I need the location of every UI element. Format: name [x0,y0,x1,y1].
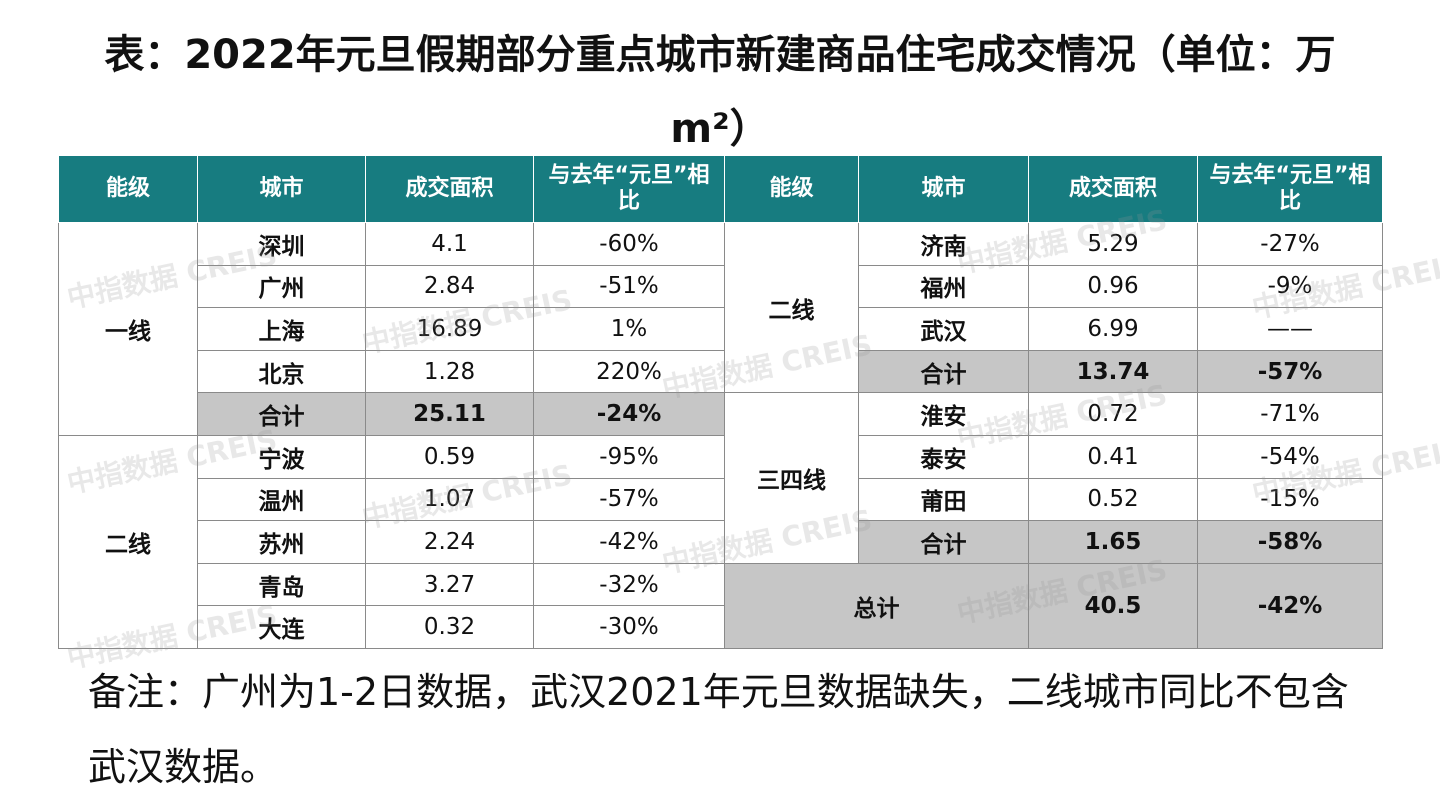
area-cell: 0.32 [365,605,534,649]
area-cell: 0.52 [1028,477,1198,522]
change-cell: -27% [1197,222,1383,266]
table-row: 上海 16.89 1% 武汉 6.99 —— [59,307,1383,351]
table-row: 苏州 2.24 -42% 合计 1.65 -58% [59,520,1383,564]
area-cell: 0.59 [365,434,534,479]
area-cell: 2.24 [365,520,534,564]
change-cell: -60% [533,222,725,266]
city-cell: 宁波 [197,434,366,479]
table-row: 大连 0.32 -30% [59,605,1383,649]
table-body: 一线 深圳 4.1 -60% 二线 济南 5.29 -27% 广州 2.84 -51% 福州 0.96-… [58,221,1383,649]
area-cell: 25.11 [365,392,534,436]
table-row: 二线 宁波 0.59 -95% 泰安 0.41 -54% [58,434,1383,649]
change-cell: -15% [1197,477,1383,522]
city-cell: 淮安 [858,392,1029,436]
header-cell: 与去年“元旦”相比 [533,155,725,223]
area-cell: 1.65 [1028,520,1198,564]
city-cell: 温州 [197,477,366,522]
city-cell: 深圳 [197,222,366,266]
tier-cell: 三四线 [724,392,859,564]
note: 备注：广州为1-2日数据，武汉2021年元旦数据缺失，二线城市同比不包含武汉数据… [88,670,1349,789]
city-cell: 济南 [858,222,1029,266]
tier-cell: 一线 [58,222,198,436]
area-cell: 3.27 [365,562,534,607]
change-cell: -71% [1197,392,1383,436]
area-cell: 0.72 [1028,392,1198,436]
tier-cell: 二线 [58,434,198,649]
city-cell: 合计 [858,520,1029,564]
title: 表：2022年元旦假期部分重点城市新建商品住宅成交情况（单位：万m²） [104,32,1336,152]
header-cell: 能级 [58,155,198,223]
header-row: 能级 城市 成交面积 与去年“元旦”相比 能级 城市 成交面积 与去年“元旦”相比 [58,155,1383,223]
city-cell: 上海 [197,307,366,351]
total-label: 总计 [724,562,1029,649]
total-change: -42% [1197,562,1383,649]
city-cell: 莆田 [858,477,1029,522]
area-cell: 0.41 [1028,434,1198,479]
table-row: 青岛 3.27 -32% 总计 40.5 -42% [59,562,1383,649]
header-cell: 能级 [724,155,859,223]
change-cell: -32% [533,562,725,607]
city-cell: 大连 [197,605,366,649]
total-area: 40.5 [1028,562,1198,649]
area-cell: 0.96 [1028,264,1198,309]
table-row: 北京 1.28 220% 合计 13.74 -57% [59,349,1383,394]
data-table: 能级 城市 成交面积 与去年“元旦”相比 能级 城市 成交面积 与去年“元旦”相比 一线 深圳 4… [58,155,1383,649]
change-cell: -30% [533,605,725,649]
city-cell: 合计 [858,349,1029,394]
area-cell: 2.84 [365,264,534,309]
city-cell: 青岛 [197,562,366,607]
change-cell: 1% [533,307,725,351]
area-cell: 1.07 [365,477,534,522]
change-cell: —— [1197,307,1383,351]
area-cell: 16.89 [365,307,534,351]
area-cell: 5.29 [1028,222,1198,266]
city-cell: 泰安 [858,434,1029,479]
change-cell: -57% [533,477,725,522]
area-cell: 13.74 [1028,349,1198,394]
table-row: 一线 深圳 4.1 -60% 二线 济南 5.29 -27% [58,221,1383,436]
table-row: 合计 25.11 -24% 三四线 淮安 0.72 -71% [59,392,1383,564]
area-cell: 4.1 [365,222,534,266]
header-cell: 成交面积 [1028,155,1198,223]
city-cell: 苏州 [197,520,366,564]
header-cell: 成交面积 [365,155,534,223]
city-cell: 广州 [197,264,366,309]
change-cell: -54% [1197,434,1383,479]
change-cell: -24% [533,392,725,436]
change-cell: -95% [533,434,725,479]
area-cell: 1.28 [365,349,534,394]
change-cell: 220% [533,349,725,394]
area-cell: 6.99 [1028,307,1198,351]
city-cell: 福州 [858,264,1029,309]
table-row: 广州 2.84 -51% 福州 0.96 -9% [59,264,1383,309]
header-cell: 城市 [197,155,366,223]
change-cell: -58% [1197,520,1383,564]
city-cell: 武汉 [858,307,1029,351]
city-cell: 北京 [197,349,366,394]
change-cell: -42% [533,520,725,564]
change-cell: -51% [533,264,725,309]
table-row: 温州 1.07 -57% 莆田 0.52 -15% [59,477,1383,522]
header-cell: 城市 [858,155,1029,223]
city-cell: 合计 [197,392,366,436]
tier-cell: 二线 [724,221,859,394]
change-cell: -57% [1197,349,1383,394]
change-cell: -9% [1197,264,1383,309]
header-cell: 与去年“元旦”相比 [1197,155,1383,223]
